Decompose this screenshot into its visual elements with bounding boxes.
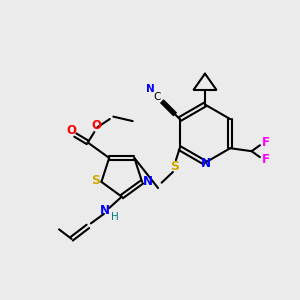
Text: H: H xyxy=(111,212,119,222)
Text: F: F xyxy=(262,153,270,166)
Text: O: O xyxy=(66,124,76,137)
Text: S: S xyxy=(91,174,100,187)
Text: S: S xyxy=(170,160,179,173)
Text: F: F xyxy=(262,136,270,149)
Text: N: N xyxy=(142,175,152,188)
Text: C: C xyxy=(154,92,161,102)
Text: O: O xyxy=(91,119,101,132)
Text: N: N xyxy=(100,204,110,218)
Text: N: N xyxy=(146,84,154,94)
Text: N: N xyxy=(201,157,211,170)
